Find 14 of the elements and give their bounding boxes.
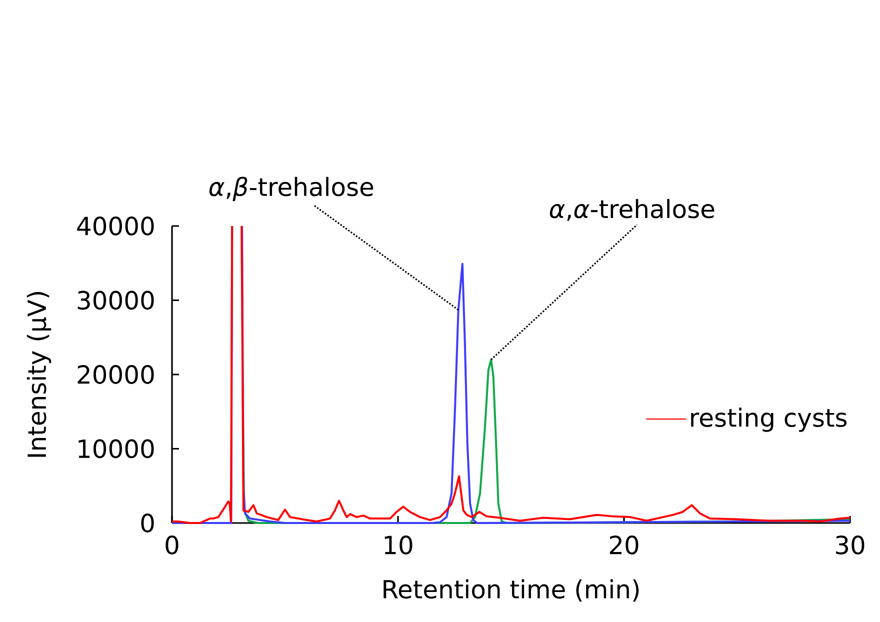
y-tick-label: 20000 bbox=[78, 365, 154, 384]
legend-label: resting cysts bbox=[691, 408, 847, 432]
x-tick-label: 10 bbox=[384, 536, 412, 554]
y-tick-label: 0 bbox=[141, 514, 154, 532]
x-tick-label: 20 bbox=[610, 536, 638, 554]
y-axis-title: Intensity (μV) bbox=[26, 292, 52, 457]
x-axis-title: Retention time (min) bbox=[384, 579, 639, 602]
y-tick-label: 40000 bbox=[77, 216, 154, 236]
y-tick-label: 10000 bbox=[78, 439, 154, 458]
x-tick-label: 0 bbox=[166, 536, 178, 554]
x-tick-label: 30 bbox=[836, 536, 864, 554]
y-tick-label: 30000 bbox=[78, 290, 154, 310]
annotation: α,α-trehalose bbox=[550, 198, 714, 221]
annotation: α,β-trehalose bbox=[209, 176, 374, 202]
